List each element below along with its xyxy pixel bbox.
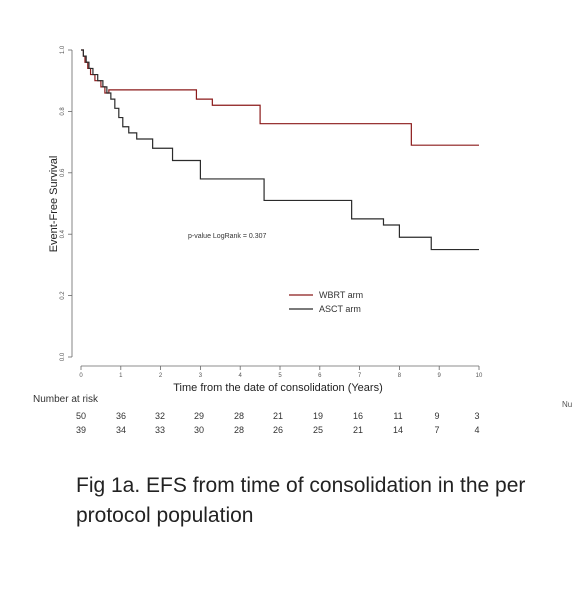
x-tick-label: 10	[476, 373, 483, 379]
risk-count: 32	[154, 411, 165, 421]
wbrt-survival-curve	[81, 49, 479, 146]
y-tick-label: 0.0	[60, 352, 66, 361]
y-tick-label: 0.2	[60, 291, 66, 300]
legend: WBRT arm ASCT arm	[289, 290, 363, 314]
x-tick-label: 1	[119, 373, 123, 379]
risk-count: 30	[193, 425, 204, 435]
risk-count: 34	[115, 425, 126, 435]
risk-count: 7	[434, 425, 440, 435]
risk-row-asct: 39 34 33 30 28 26 25 21 14 7 4	[0, 425, 574, 437]
km-chart: 0 1 2 3 4 5 6 7 8 9 10 0.0 0.2 0.4 0.6 0.8 1.0 Time from…	[48, 45, 483, 394]
series-lines	[81, 49, 479, 251]
axes: 0 1 2 3 4 5 6 7 8 9 10 0.0 0.2 0.4 0.6 0.8 1.0	[60, 45, 483, 379]
x-tick-label: 6	[318, 373, 322, 379]
risk-count: 50	[75, 411, 86, 421]
risk-count: 28	[233, 425, 244, 435]
x-tick-label: 2	[159, 373, 163, 379]
y-tick-label: 1.0	[60, 45, 66, 54]
risk-count: 4	[474, 425, 480, 435]
risk-count: 29	[193, 411, 204, 421]
legend-label: ASCT arm	[319, 304, 361, 314]
y-tick-label: 0.4	[60, 229, 66, 238]
logrank-annotation: p-value LogRank = 0.307	[188, 233, 267, 240]
y-tick-label: 0.6	[60, 168, 66, 177]
risk-count: 3	[474, 411, 480, 421]
legend-label: WBRT arm	[319, 290, 363, 300]
risk-count: 25	[312, 425, 323, 435]
asct-survival-curve	[81, 49, 479, 251]
risk-count: 36	[115, 411, 126, 421]
risk-count: 28	[233, 411, 244, 421]
risk-count: 11	[393, 411, 403, 421]
x-tick-label: 3	[199, 373, 203, 379]
x-axis-label: Time from the date of consolidation (Yea…	[173, 382, 383, 394]
x-tick-label: 7	[358, 373, 362, 379]
risk-count: 16	[352, 411, 363, 421]
x-tick-label: 4	[239, 373, 243, 379]
risk-count: 21	[272, 411, 283, 421]
x-tick-label: 9	[438, 373, 442, 379]
risk-count: 33	[154, 425, 165, 435]
y-tick-label: 0.8	[60, 107, 66, 116]
x-tick-label: 8	[398, 373, 402, 379]
risk-row-wbrt: 50 36 32 29 28 21 19 16 11 9 3	[0, 411, 574, 423]
cropped-label: Nu	[562, 400, 573, 409]
risk-count: 9	[434, 411, 440, 421]
x-tick-label: 5	[278, 373, 282, 379]
x-tick-label: 0	[79, 373, 83, 379]
risk-count: 26	[272, 425, 283, 435]
risk-count: 14	[392, 425, 403, 435]
risk-count: 19	[312, 411, 323, 421]
y-axis-label: Event-Free Survival	[48, 156, 60, 253]
risk-count: 39	[75, 425, 86, 435]
risk-table-title: Number at risk	[33, 394, 99, 405]
figure-caption: Fig 1a. EFS from time of consolidation i…	[76, 474, 526, 527]
risk-count: 21	[352, 425, 363, 435]
